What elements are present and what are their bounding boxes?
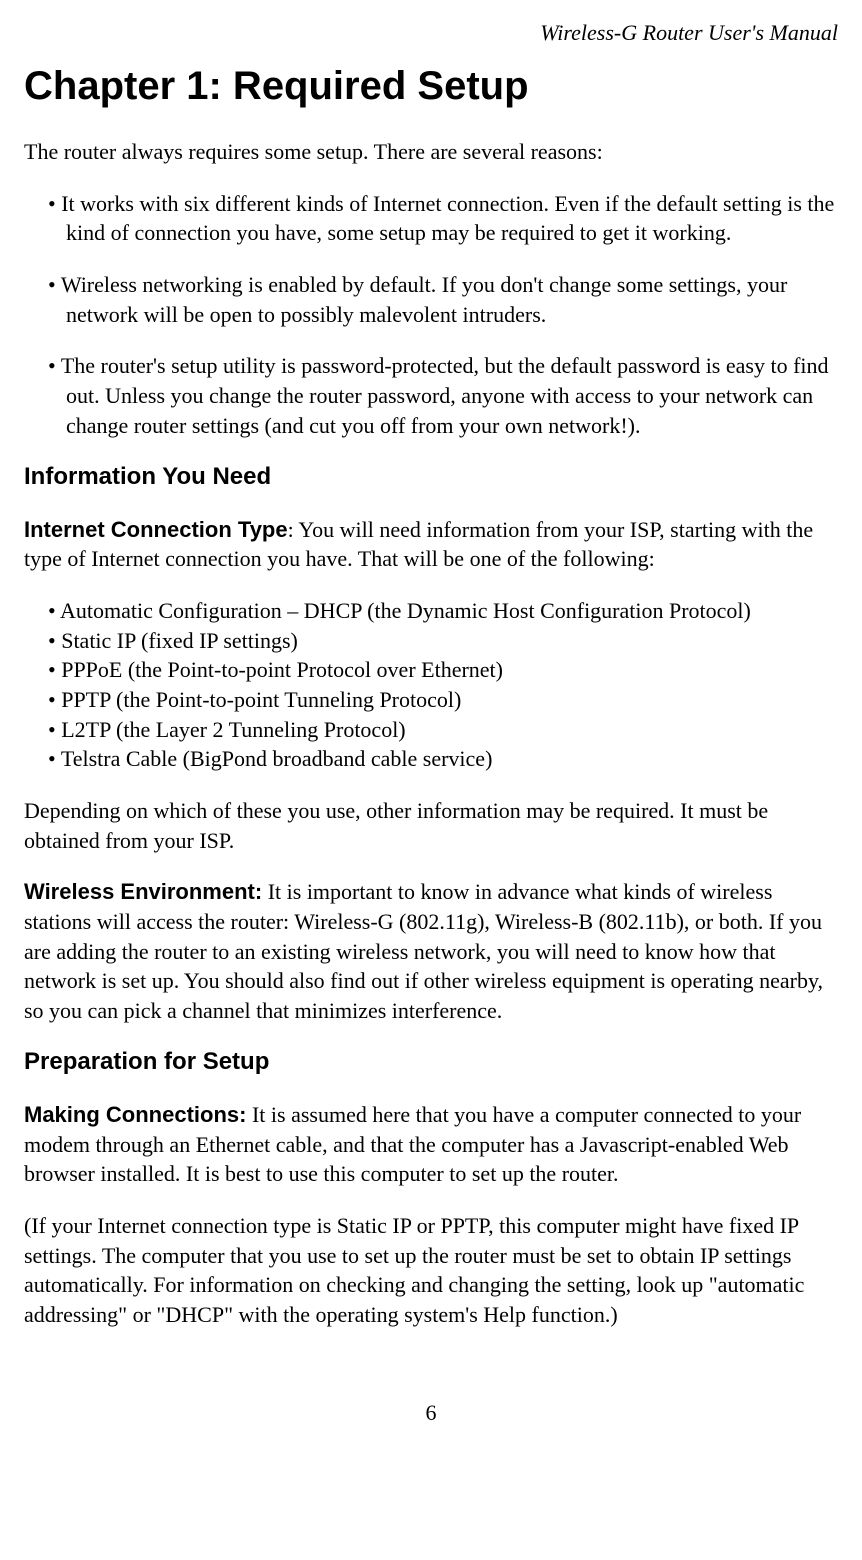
inline-bold-label: Wireless Environment: [24,879,262,904]
list-item-text: Automatic Configuration – DHCP (the Dyna… [60,598,751,623]
reasons-list: • It works with six different kinds of I… [24,189,838,441]
inline-bold-label: Making Connections: [24,1102,246,1127]
document-page: Wireless-G Router User's Manual Chapter … [0,0,862,1466]
list-item: • Telstra Cable (BigPond broadband cable… [24,744,838,774]
list-item: • It works with six different kinds of I… [24,189,838,248]
inline-bold-label: Internet Connection Type [24,517,288,542]
page-number: 6 [24,1400,838,1426]
list-item-text: PPTP (the Point-to-point Tunneling Proto… [61,687,461,712]
list-item: • PPTP (the Point-to-point Tunneling Pro… [24,685,838,715]
list-item-text: It works with six different kinds of Int… [61,191,834,246]
list-item-text: PPPoE (the Point-to-point Protocol over … [61,657,503,682]
running-header: Wireless-G Router User's Manual [24,20,838,46]
list-item: • Automatic Configuration – DHCP (the Dy… [24,596,838,626]
intro-paragraph: The router always requires some setup. T… [24,137,838,167]
list-item-text: The router's setup utility is password-p… [61,353,829,437]
list-item: • L2TP (the Layer 2 Tunneling Protocol) [24,715,838,745]
connection-type-paragraph: Internet Connection Type: You will need … [24,515,838,574]
list-item: • Static IP (fixed IP settings) [24,626,838,656]
section-heading-preparation: Preparation for Setup [24,1048,838,1076]
section-heading-info-you-need: Information You Need [24,463,838,491]
list-item-text: Static IP (fixed IP settings) [61,628,298,653]
static-ip-note-paragraph: (If your Internet connection type is Sta… [24,1211,838,1330]
depending-paragraph: Depending on which of these you use, oth… [24,796,838,855]
list-item: • PPPoE (the Point-to-point Protocol ove… [24,655,838,685]
list-item-text: L2TP (the Layer 2 Tunneling Protocol) [61,717,405,742]
list-item: • Wireless networking is enabled by defa… [24,270,838,329]
chapter-title: Chapter 1: Required Setup [24,64,838,109]
making-connections-paragraph: Making Connections: It is assumed here t… [24,1100,838,1189]
list-item-text: Telstra Cable (BigPond broadband cable s… [61,746,493,771]
wireless-environment-paragraph: Wireless Environment: It is important to… [24,877,838,1025]
list-item: • The router's setup utility is password… [24,351,838,440]
connection-types-list: • Automatic Configuration – DHCP (the Dy… [24,596,838,774]
list-item-text: Wireless networking is enabled by defaul… [61,272,787,327]
